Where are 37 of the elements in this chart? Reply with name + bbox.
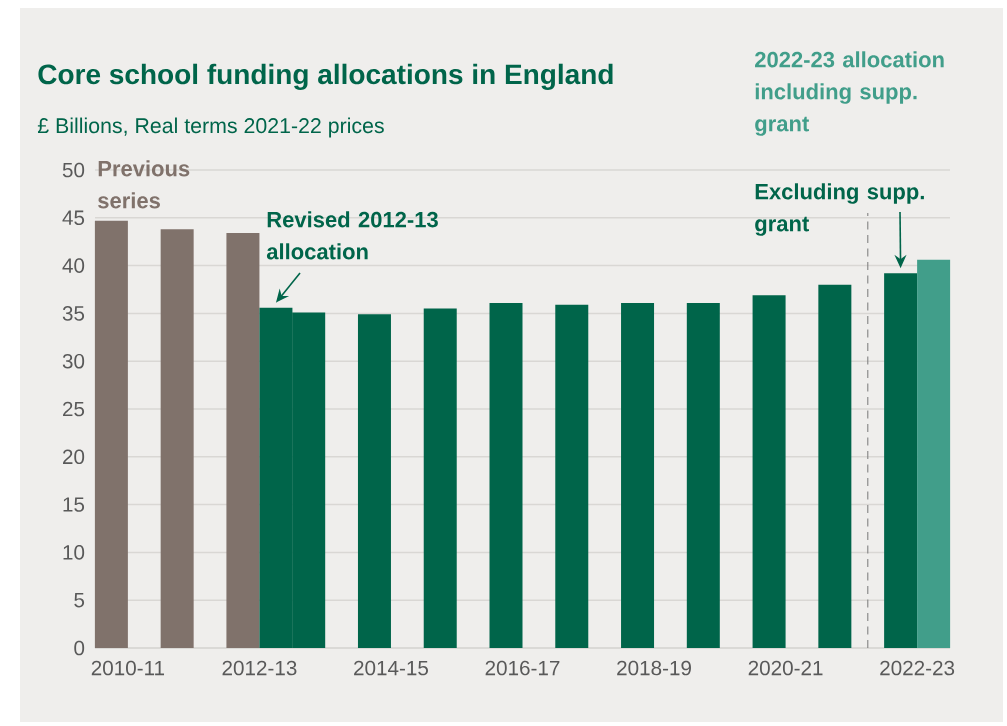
y-tick-label: 40 — [62, 258, 85, 273]
y-tick-label: 50 — [62, 162, 85, 178]
bar — [94, 220, 128, 648]
x-tick-label: 2014-15 — [354, 660, 428, 676]
bar — [489, 302, 523, 648]
x-tick-label: 2022-23 — [880, 660, 955, 676]
bar — [917, 259, 951, 648]
bar — [818, 284, 852, 648]
bar — [423, 308, 457, 648]
bar — [555, 304, 589, 648]
chart-title: Core school funding allocations in England — [38, 63, 613, 90]
bar — [884, 273, 918, 648]
y-tick-label: 15 — [63, 497, 85, 512]
bar — [686, 302, 720, 648]
x-tick-label: 2018-19 — [617, 660, 691, 676]
bar — [621, 302, 655, 648]
x-tick-label: 2012-13 — [222, 660, 297, 676]
y-tick-label: 45 — [62, 210, 85, 226]
y-tick-label: 35 — [62, 306, 85, 321]
y-tick-label: 10 — [63, 545, 85, 560]
annotation: Revised 2012-13 allocation — [266, 211, 438, 260]
bar — [357, 314, 391, 648]
x-tick-label: 2010-11 — [91, 660, 165, 676]
annotation: Excluding supp. grant — [755, 183, 924, 236]
annotation: Previous series — [98, 160, 190, 209]
y-tick-label: 30 — [62, 353, 85, 369]
y-tick-label: 0 — [74, 640, 85, 656]
x-tick-label: 2020-21 — [748, 660, 823, 676]
bar — [160, 229, 194, 648]
y-tick-label: 5 — [74, 592, 85, 608]
bar — [226, 233, 260, 648]
y-tick-label: 25 — [63, 401, 85, 417]
chart-subtitle: £ Billions, Real terms 2021-22 prices — [37, 117, 384, 138]
y-tick-label: 20 — [63, 449, 85, 465]
x-tick-label: 2016-17 — [485, 660, 560, 676]
bar — [752, 295, 786, 648]
text: 2022-23 allocation including supp. grant — [755, 51, 944, 136]
